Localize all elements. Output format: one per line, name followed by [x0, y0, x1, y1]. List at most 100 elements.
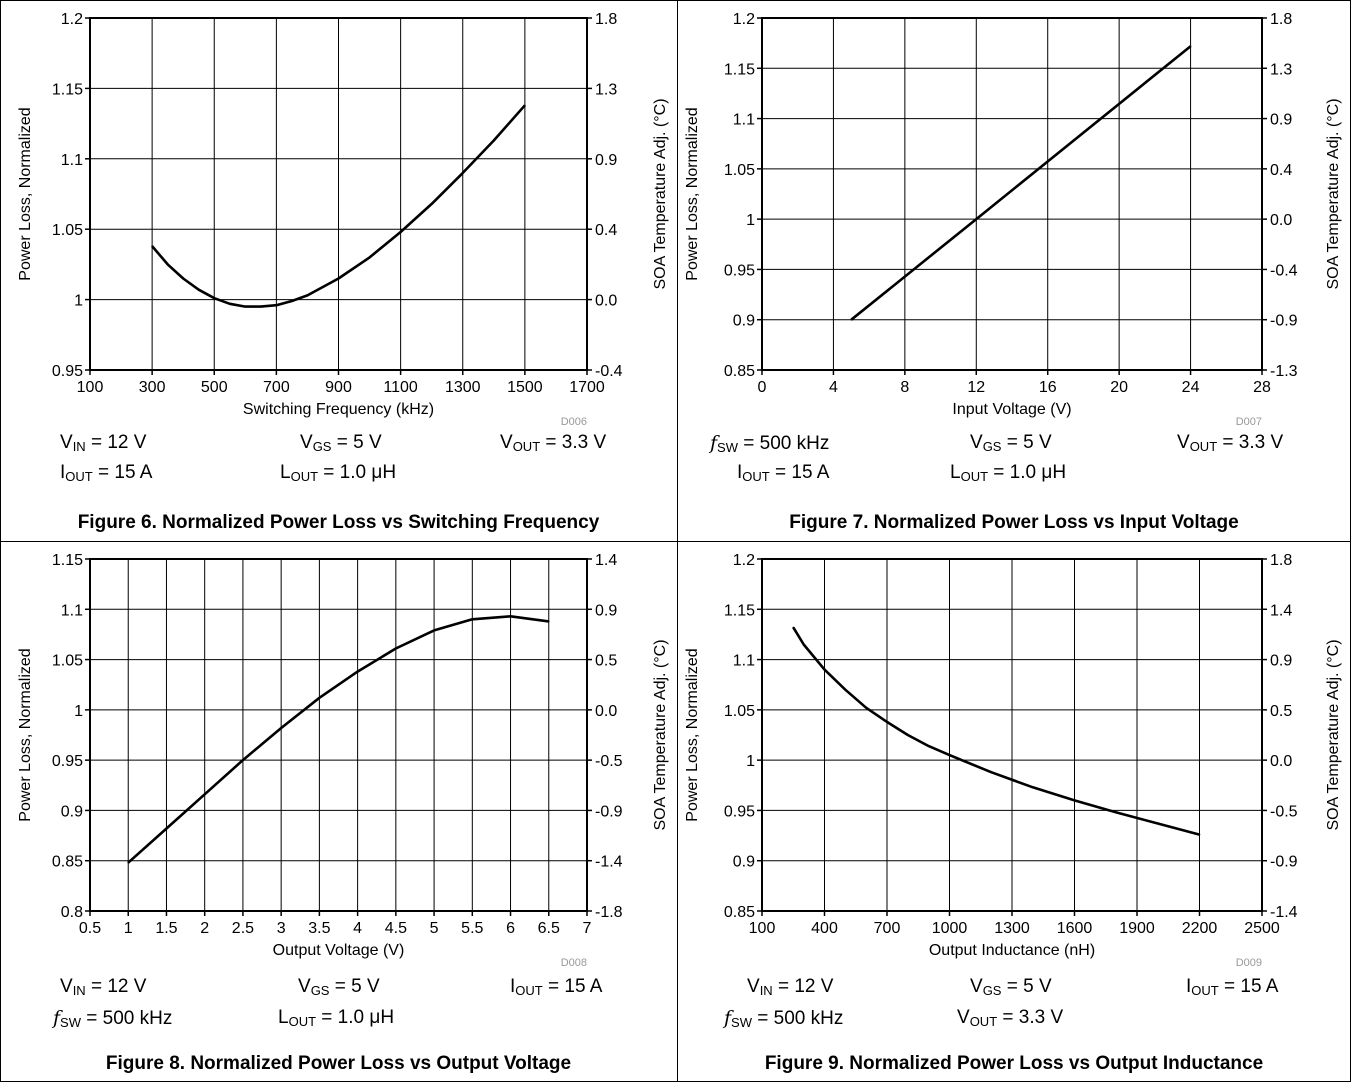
condition-subscript: OUT	[515, 983, 543, 998]
y2-tick-label: 1.4	[1270, 602, 1292, 619]
condition-row1-col2: VGS = 5 V	[298, 976, 380, 998]
x-tick-label: 900	[325, 379, 352, 396]
condition-symbol: V	[970, 976, 983, 997]
x-tick-label: 400	[811, 920, 838, 937]
y-tick-label: 0.8	[61, 904, 83, 921]
condition-value: = 15 A	[1218, 976, 1279, 997]
condition-symbol: V	[60, 976, 73, 997]
data-point	[166, 263, 169, 266]
data-point	[228, 303, 231, 305]
data-point	[471, 618, 474, 621]
condition-row1-col3: IOUT = 15 A	[510, 976, 602, 998]
y2-tick-label: 0.5	[1270, 703, 1292, 720]
condition-symbol: I	[737, 462, 743, 483]
figure-code: D009	[1236, 957, 1262, 969]
y-tick-label: 1.15	[52, 552, 83, 569]
figure-6-chart: 100 300 500 700 900 1100 1300 1500 1700 0.95 1 1.05…	[17, 11, 669, 428]
condition-subscript: SW	[60, 1015, 81, 1030]
condition-value: = 15 A	[542, 976, 603, 997]
x-tick-label: 1.5	[155, 920, 177, 937]
figure-9-panel: 100 400 700 1000 1300 1600 1900 2200 2500 0.85 0.9…	[677, 541, 1351, 1082]
condition-subscript: OUT	[1189, 439, 1218, 454]
condition-symbol: V	[60, 432, 73, 453]
y2-tick-label: 0.0	[595, 293, 617, 310]
data-point	[461, 172, 464, 174]
condition-value: = 5 V	[329, 976, 380, 997]
condition-row2-col1: IOUT = 15 A	[60, 462, 152, 484]
condition-value: = 500 kHz	[738, 433, 830, 454]
data-point	[127, 861, 130, 864]
figure-code: D008	[561, 957, 587, 969]
y-tick-label: 0.9	[733, 854, 755, 871]
y2-tick-label: 0.5	[595, 653, 617, 670]
y2-tick-label: 0.4	[595, 222, 617, 239]
y-tick-label: 1	[74, 293, 83, 310]
y2-tick-label: -0.4	[1270, 262, 1298, 279]
y2-tick-label: 1.4	[595, 552, 617, 569]
condition-value: = 3.3 V	[540, 432, 607, 453]
y2-tick-label: 1.3	[1270, 61, 1292, 78]
y-axis-label: Power Loss, Normalized	[684, 107, 701, 280]
y-tick-label: 0.9	[733, 313, 755, 330]
data-point	[165, 827, 168, 830]
condition-row1-col1: fSW = 500 kHz	[710, 432, 829, 455]
x-tick-label: 7	[583, 920, 592, 937]
y-tick-label: 1.15	[52, 81, 83, 98]
data-point	[1032, 786, 1034, 789]
condition-value: = 500 kHz	[81, 1008, 173, 1029]
figure-caption: Figure 8. Normalized Power Loss vs Outpu…	[105, 1053, 572, 1074]
data-point	[399, 231, 402, 233]
condition-subscript: GS	[982, 439, 1002, 454]
series-line	[792, 626, 1200, 836]
x-axis-label: Input Voltage (V)	[952, 401, 1071, 418]
y-tick-label: 1.2	[733, 11, 755, 28]
x-tick-label: 2	[200, 920, 209, 937]
condition-subscript: OUT	[969, 1014, 998, 1029]
y-tick-label: 1.05	[724, 162, 755, 179]
figure-7-panel: 0 4 8 12 16 20 24 28 0.85 0.9 0.95 1 1.05 1.1 1.15 1.2 -…	[677, 0, 1351, 541]
y2-tick-label: -1.4	[1270, 904, 1298, 921]
data-point	[337, 277, 340, 280]
figure-8-panel: 0.5 1 1.5 2 2.5 3 3.5 4 4.5 5 5.5 6 6.5 7 0.8 0.85 0.9 0.…	[0, 541, 677, 1082]
data-point	[886, 721, 888, 723]
condition-symbol: V	[747, 976, 760, 997]
condition-value: = 3.3 V	[1217, 432, 1284, 453]
data-point	[802, 643, 805, 646]
y-tick-label: 1	[74, 703, 83, 720]
x-tick-label: 700	[263, 379, 290, 396]
y2-tick-label: 0.0	[1270, 212, 1292, 229]
y-tick-label: 0.95	[724, 262, 755, 279]
condition-subscript: OUT	[1191, 983, 1219, 998]
x-tick-label: 5	[430, 920, 439, 937]
y-tick-label: 1.15	[724, 61, 755, 78]
y2-tick-label: 0.0	[595, 703, 617, 720]
condition-subscript: GS	[982, 983, 1002, 998]
data-point	[318, 696, 321, 699]
condition-subscript: OUT	[290, 469, 319, 484]
data-point	[356, 670, 359, 673]
data-point	[792, 626, 795, 629]
condition-symbol: L	[280, 462, 291, 483]
data-point	[823, 668, 826, 671]
y2-tick-label: 0.9	[595, 152, 617, 169]
x-axis-label: Output Inductance (nH)	[929, 942, 1095, 959]
y2-axis-label: SOA Temperature Adj. (°C)	[1325, 98, 1342, 289]
condition-value: = 12 V	[772, 976, 834, 997]
condition-symbol: f	[724, 1007, 732, 1029]
condition-row1-col3: IOUT = 15 A	[1186, 976, 1278, 998]
y2-axis-label: SOA Temperature Adj. (°C)	[1325, 639, 1342, 830]
x-tick-label: 1700	[569, 379, 605, 396]
data-point	[368, 256, 371, 259]
x-tick-label: 3	[277, 920, 286, 937]
data-point	[197, 288, 200, 291]
x-tick-label: 3.5	[308, 920, 330, 937]
condition-subscript: SW	[731, 1015, 752, 1030]
condition-symbol: V	[957, 1007, 970, 1028]
data-point	[907, 734, 909, 736]
data-point	[865, 707, 867, 709]
y2-tick-label: -0.9	[1270, 854, 1298, 871]
y2-tick-label: 0.0	[1270, 753, 1292, 770]
x-axis-label: Output Voltage (V)	[273, 942, 405, 959]
condition-value: = 500 kHz	[752, 1008, 844, 1029]
condition-symbol: f	[710, 432, 718, 454]
